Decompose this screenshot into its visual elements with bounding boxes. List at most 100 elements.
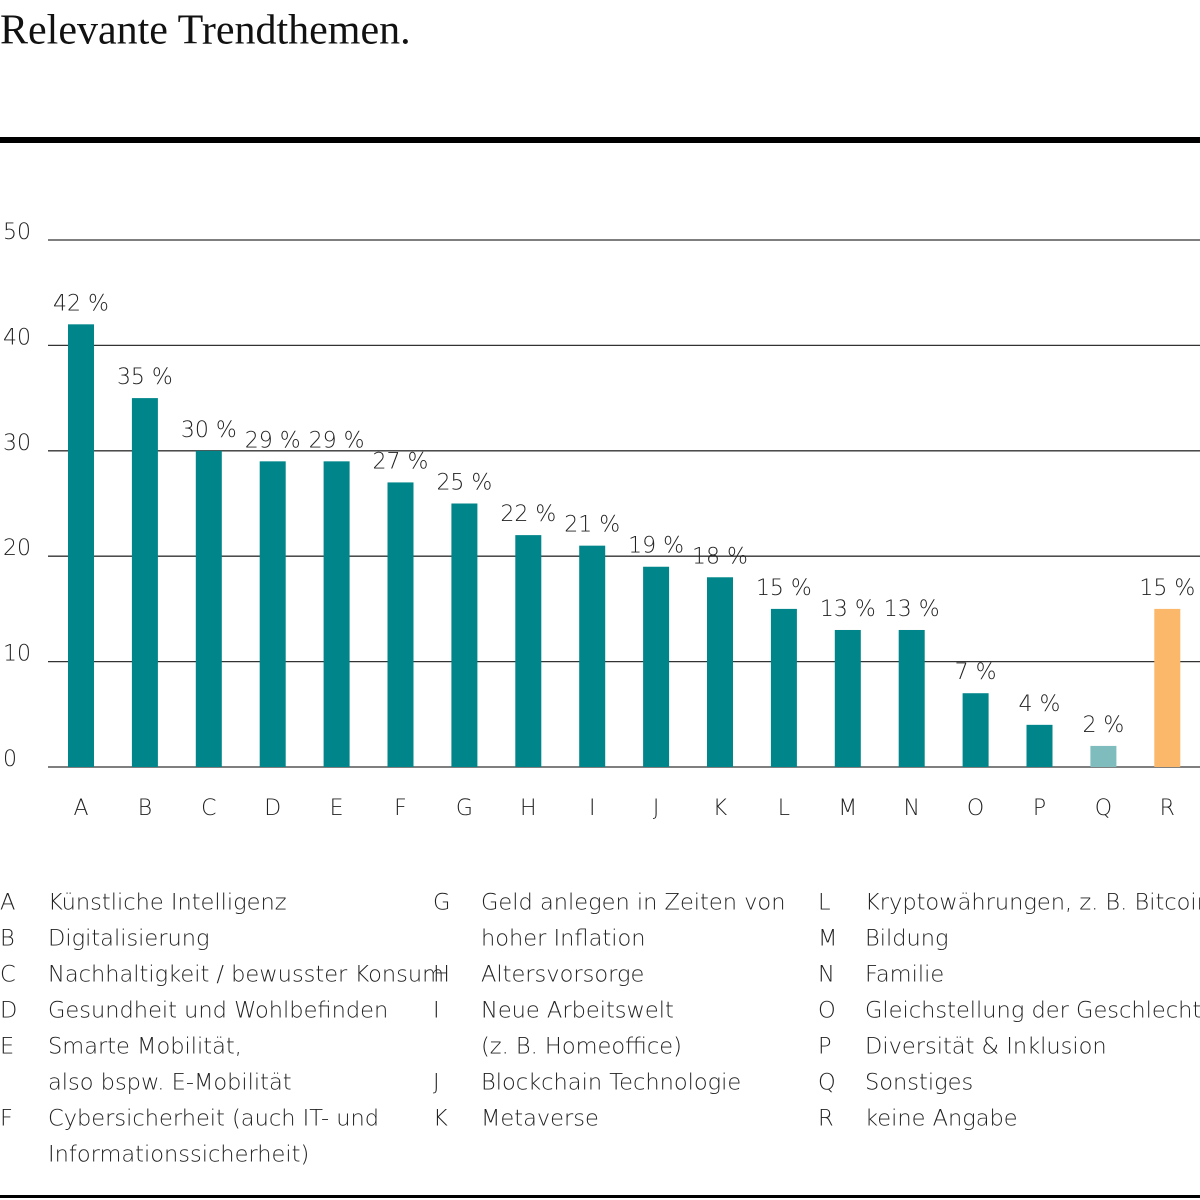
bar <box>962 693 989 767</box>
x-tick-label: H <box>520 796 537 821</box>
x-tick-label: N <box>903 796 919 821</box>
legend-key: F <box>0 1106 13 1132</box>
x-tick-label: B <box>138 796 152 821</box>
value-label: 30 % <box>181 418 237 443</box>
x-tick-label: G <box>456 796 473 821</box>
x-tick-label: M <box>838 796 857 821</box>
bar <box>323 461 350 767</box>
bar <box>579 545 606 767</box>
bar <box>707 577 733 767</box>
bar <box>643 566 670 767</box>
y-tick-label: 10 <box>3 642 31 667</box>
legend-text: also bspw. E-Mobilität <box>48 1070 292 1096</box>
legend-key: H <box>433 962 450 988</box>
value-label: 42 % <box>53 291 109 316</box>
value-label: 2 % <box>1082 713 1124 738</box>
legend-key: A <box>0 890 15 916</box>
value-label: 27 % <box>373 449 429 474</box>
value-label: 18 % <box>692 544 748 569</box>
x-tick-label: R <box>1160 796 1175 821</box>
legend-text: Geld anlegen in Zeiten von <box>481 890 785 916</box>
x-tick-label: P <box>1033 796 1046 821</box>
y-tick-label: 40 <box>3 325 31 350</box>
value-label: 15 % <box>1139 576 1195 601</box>
value-label: 19 % <box>628 534 684 559</box>
value-label: 25 % <box>436 471 492 496</box>
legend-key: Q <box>818 1070 836 1096</box>
legend-key: O <box>818 998 836 1024</box>
x-tick-label: J <box>653 796 660 821</box>
x-tick-label: E <box>330 796 344 821</box>
legend-text: Neue Arbeitswelt <box>481 998 674 1024</box>
y-tick-label: 0 <box>3 747 17 772</box>
legend-key: C <box>0 962 16 988</box>
legend-key: K <box>433 1106 448 1132</box>
bar <box>1026 724 1053 767</box>
x-tick-label: C <box>201 796 216 821</box>
value-label: 13 % <box>884 597 940 622</box>
y-tick-label: 50 <box>3 220 31 245</box>
legend-text: Blockchain Technologie <box>481 1070 741 1096</box>
x-tick-label: A <box>73 796 88 821</box>
x-tick-label: K <box>713 796 728 821</box>
legend-key: D <box>0 998 17 1024</box>
title-rule <box>0 137 1200 143</box>
legend-key: M <box>818 926 837 952</box>
value-label: 7 % <box>955 660 997 685</box>
legend-text: Digitalisierung <box>48 926 210 952</box>
bottom-rule <box>0 1195 1200 1198</box>
bar <box>68 324 94 767</box>
legend-key: L <box>818 890 831 916</box>
bar <box>770 608 797 767</box>
legend-text: Künstliche Intelligenz <box>48 890 287 916</box>
legend-text: Gesundheit und Wohlbefinden <box>48 998 388 1024</box>
bar <box>259 461 286 767</box>
legend-text: Sonstiges <box>865 1070 973 1096</box>
x-tick-label: L <box>778 796 790 821</box>
legend-text: Gleichstellung der Geschlechter <box>865 998 1200 1024</box>
value-label: 13 % <box>820 597 876 622</box>
legend-key: R <box>818 1106 834 1132</box>
legend-text: Familie <box>865 962 944 988</box>
legend-key: E <box>0 1034 14 1060</box>
legend-key: G <box>433 890 450 916</box>
legend-text: Smarte Mobilität, <box>48 1034 242 1060</box>
y-tick-label: 30 <box>3 431 31 456</box>
value-label: 4 % <box>1019 692 1061 717</box>
legend-text: Nachhaltigkeit / bewusster Konsum <box>48 962 444 988</box>
legend-text: Informationssicherheit) <box>48 1142 309 1168</box>
legend-text: Diversität & Inklusion <box>865 1034 1107 1060</box>
x-tick-label: O <box>967 796 984 821</box>
x-tick-label: Q <box>1095 796 1112 821</box>
bar <box>195 450 222 767</box>
chart-title: Relevante Trendthemen. <box>0 8 411 54</box>
x-tick-label: I <box>589 796 596 821</box>
legend-key: N <box>818 962 835 988</box>
legend-text: Cybersicherheit (auch IT- und <box>48 1106 379 1132</box>
bar <box>387 482 414 767</box>
value-label: 21 % <box>564 513 620 538</box>
bar <box>515 535 542 767</box>
legend-key: B <box>0 926 15 952</box>
legend-text: Metaverse <box>481 1106 599 1132</box>
bar <box>1090 745 1117 767</box>
y-tick-label: 20 <box>3 536 31 561</box>
legend-text: (z. B. Homeoffice) <box>481 1034 682 1060</box>
legend-text: keine Angabe <box>865 1106 1018 1132</box>
legend-text: Altersvorsorge <box>481 962 644 988</box>
legend-text: hoher Inflation <box>481 926 646 952</box>
value-label: 29 % <box>309 428 365 453</box>
value-label: 35 % <box>117 365 173 390</box>
legend-key: J <box>433 1070 440 1096</box>
value-label: 15 % <box>756 576 812 601</box>
value-label: 29 % <box>245 428 301 453</box>
legend-key: P <box>818 1034 832 1060</box>
bar <box>834 629 861 767</box>
bar <box>898 629 925 767</box>
value-label: 22 % <box>500 502 556 527</box>
legend-text: Kryptowährungen, z. B. Bitcoin <box>865 890 1200 916</box>
legend-key: I <box>433 998 440 1024</box>
bar <box>131 398 158 767</box>
